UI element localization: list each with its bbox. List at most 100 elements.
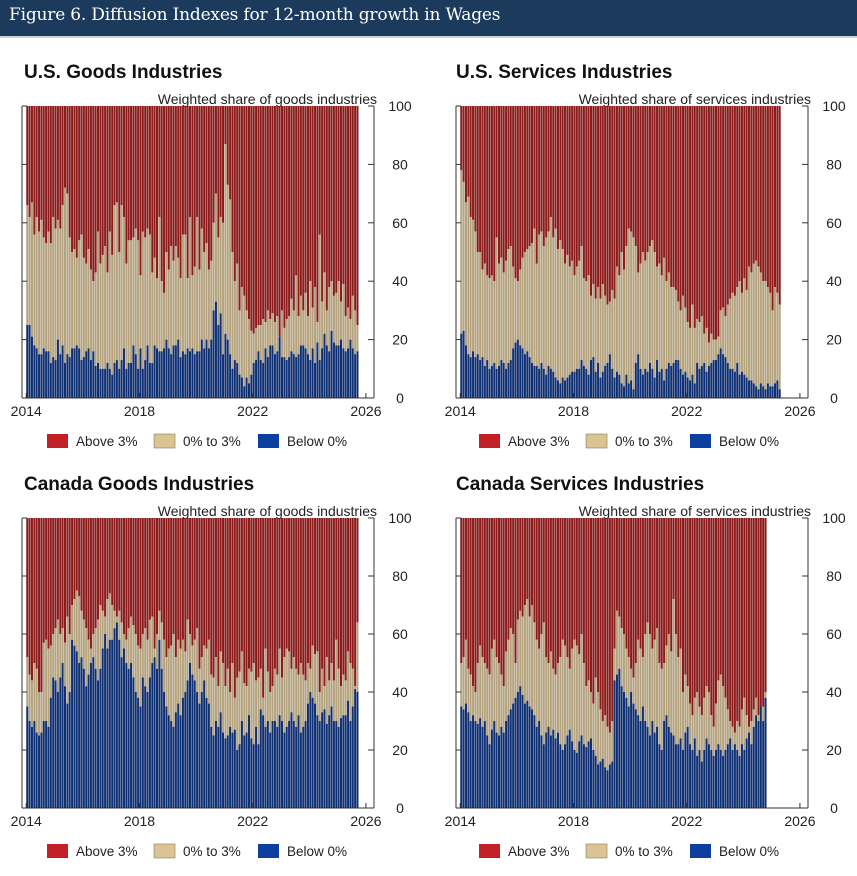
bar-below-0pct <box>75 345 78 398</box>
bar-below-0pct <box>115 360 118 398</box>
bar-above-3pct <box>316 518 319 652</box>
bar-above-3pct <box>672 106 675 288</box>
bar-below-0pct <box>644 368 647 398</box>
bar-below-0pct <box>214 301 217 398</box>
bar-above-3pct <box>547 518 550 663</box>
bar-0-to-3pct <box>710 333 713 363</box>
bar-below-0pct <box>56 692 59 808</box>
bar-0-to-3pct <box>75 590 78 652</box>
bar-above-3pct <box>158 106 161 217</box>
bar-below-0pct <box>196 351 199 398</box>
bar-below-0pct <box>514 342 517 398</box>
bar-below-0pct <box>347 348 350 398</box>
bar-0-to-3pct <box>502 686 505 733</box>
bar-below-0pct <box>736 750 739 808</box>
bar-below-0pct <box>130 362 133 398</box>
bar-0-to-3pct <box>618 616 621 669</box>
bar-above-3pct <box>290 518 293 669</box>
legend-label: Below 0% <box>287 844 347 859</box>
y-tick-label: 60 <box>392 626 408 642</box>
bar-above-3pct <box>111 106 114 255</box>
bar-above-3pct <box>601 106 604 285</box>
bar-above-3pct <box>144 518 147 629</box>
bar-below-0pct <box>229 726 232 808</box>
bar-above-3pct <box>736 106 739 288</box>
bar-below-0pct <box>547 726 550 808</box>
bar-below-0pct <box>538 368 541 398</box>
x-tick-label: 2018 <box>558 813 589 829</box>
bar-above-3pct <box>344 518 347 681</box>
bar-below-0pct <box>476 723 479 808</box>
bar-0-to-3pct <box>151 272 154 363</box>
bar-above-3pct <box>561 518 564 640</box>
bar-below-0pct <box>707 744 710 808</box>
bar-above-3pct <box>681 518 684 692</box>
bar-above-3pct <box>120 106 123 206</box>
bar-0-to-3pct <box>755 260 758 387</box>
bar-below-0pct <box>262 362 265 398</box>
bar-above-3pct <box>332 518 335 681</box>
bar-above-3pct <box>278 106 281 337</box>
bar-0-to-3pct <box>670 651 673 733</box>
legend-swatch <box>47 434 68 448</box>
x-tick-label: 2018 <box>124 403 155 419</box>
bar-above-3pct <box>189 518 192 634</box>
bar-below-0pct <box>755 715 758 808</box>
bar-below-0pct <box>342 715 345 808</box>
bar-above-3pct <box>467 106 470 197</box>
bar-below-0pct <box>240 721 243 808</box>
bar-below-0pct <box>332 721 335 808</box>
bar-above-3pct <box>231 106 234 252</box>
bar-above-3pct <box>526 518 529 600</box>
y-tick-label: 0 <box>830 800 838 816</box>
bar-0-to-3pct <box>707 342 710 366</box>
panel-title: Canada Services Industries <box>456 474 704 495</box>
bar-above-3pct <box>686 518 689 687</box>
bar-0-to-3pct <box>521 616 524 695</box>
bar-0-to-3pct <box>250 330 253 375</box>
bar-below-0pct <box>94 365 97 398</box>
bar-below-0pct <box>144 360 147 398</box>
bar-below-0pct <box>464 703 467 808</box>
bar-0-to-3pct <box>238 671 241 745</box>
bar-above-3pct <box>269 106 272 320</box>
bar-above-3pct <box>486 518 489 669</box>
bar-0-to-3pct <box>729 721 732 739</box>
bar-0-to-3pct <box>349 663 352 721</box>
bar-0-to-3pct <box>776 292 779 381</box>
bar-below-0pct <box>512 703 515 808</box>
bar-above-3pct <box>613 518 616 649</box>
bar-above-3pct <box>462 518 465 658</box>
bar-below-0pct <box>63 686 66 808</box>
bar-above-3pct <box>233 518 236 698</box>
bar-below-0pct <box>726 744 729 808</box>
bar-above-3pct <box>724 518 727 698</box>
bar-above-3pct <box>488 106 491 279</box>
bar-above-3pct <box>125 106 128 264</box>
bar-0-to-3pct <box>309 668 312 692</box>
bar-0-to-3pct <box>283 327 286 358</box>
bar-below-0pct <box>707 365 710 398</box>
bar-above-3pct <box>608 106 611 302</box>
bar-below-0pct <box>521 348 524 398</box>
bar-above-3pct <box>306 106 309 317</box>
bar-above-3pct <box>778 106 781 305</box>
bar-above-3pct <box>165 518 168 658</box>
bar-below-0pct <box>531 362 534 398</box>
bar-0-to-3pct <box>495 657 498 733</box>
bar-0-to-3pct <box>87 249 90 349</box>
bar-below-0pct <box>233 729 236 808</box>
bar-0-to-3pct <box>665 645 668 716</box>
bar-above-3pct <box>681 106 684 296</box>
bar-below-0pct <box>42 348 45 398</box>
bar-below-0pct <box>497 735 500 808</box>
bar-0-to-3pct <box>656 628 659 727</box>
bar-0-to-3pct <box>571 648 574 742</box>
bar-above-3pct <box>462 106 465 182</box>
bar-0-to-3pct <box>632 677 635 704</box>
bar-below-0pct <box>337 726 340 808</box>
bar-0-to-3pct <box>545 657 548 733</box>
bar-above-3pct <box>639 106 642 264</box>
bar-below-0pct <box>141 677 144 808</box>
bar-below-0pct <box>111 639 114 808</box>
